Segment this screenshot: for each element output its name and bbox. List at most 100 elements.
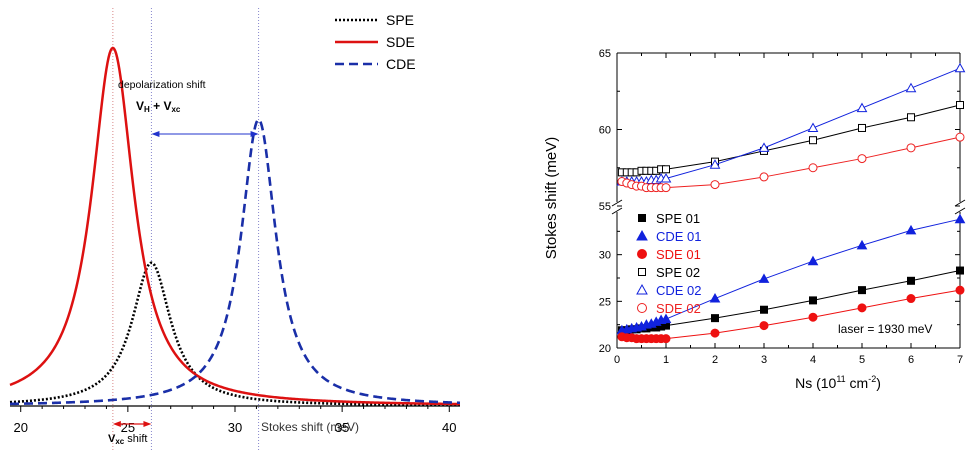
data-point-sde-01 (632, 334, 642, 344)
data-point-cde-02 (856, 102, 868, 113)
y-tick-label: 65 (599, 48, 611, 60)
data-point-sde-02 (955, 132, 965, 142)
x-tick-label: 1 (663, 354, 669, 366)
data-point-spe-02 (760, 146, 768, 155)
x-axis-label: Stokes shift (meV) (261, 420, 359, 434)
data-point-spe-01 (711, 314, 719, 323)
data-point-cde-01 (645, 318, 657, 328)
laser-note: laser = 1930 meV (838, 322, 932, 336)
axis-break-mark (954, 207, 966, 215)
data-point-sde-01 (627, 333, 637, 343)
data-point-spe-01 (858, 286, 866, 295)
legend-marker (638, 268, 646, 276)
x-tick-label: 2 (712, 354, 718, 366)
data-point-spe-02 (662, 165, 670, 174)
data-point-spe-01 (627, 325, 636, 334)
data-point-cde-02 (636, 176, 647, 186)
y-tick-label: 60 (599, 125, 611, 137)
data-point-cde-01 (650, 316, 662, 326)
data-point-sde-02 (637, 181, 646, 191)
data-point-sde-02 (906, 143, 916, 153)
legend-label: SDE (386, 34, 415, 50)
data-point-cde-02 (645, 174, 657, 184)
data-point-sde-01 (857, 303, 867, 313)
data-point-sde-02 (622, 178, 632, 188)
data-point-cde-02 (621, 176, 633, 186)
data-point-spe-01 (642, 324, 651, 333)
legend-marker (637, 303, 647, 313)
y-tick-label: 20 (599, 343, 611, 355)
x-tick-label: 3 (761, 354, 767, 366)
series-line-spe-02 (621, 104, 961, 173)
arrow-head-right (143, 421, 152, 427)
axis-break-mark (611, 207, 623, 215)
data-point-sde-02 (646, 183, 656, 193)
data-point-sde-02 (627, 180, 637, 190)
legend-marker (637, 249, 647, 259)
data-point-cde-02 (709, 159, 721, 169)
data-point-cde-02 (650, 174, 662, 184)
data-point-cde-01 (758, 273, 770, 283)
data-point-sde-01 (641, 334, 651, 344)
data-point-cde-02 (631, 176, 642, 186)
data-point-spe-02 (809, 136, 817, 145)
data-point-cde-02 (655, 172, 667, 183)
data-point-spe-01 (907, 276, 915, 285)
x-axis-label: Ns (1011 cm-2) (795, 374, 881, 391)
data-point-sde-02 (632, 181, 642, 191)
data-point-spe-01 (652, 323, 661, 332)
data-point-spe-01 (662, 321, 670, 330)
data-point-cde-01 (616, 324, 628, 335)
axis-break-mark (611, 199, 623, 207)
legend-label: SPE (386, 12, 414, 28)
series-line-sde-02 (621, 136, 961, 189)
y-axis-label: Stokes shift (meV) (543, 137, 560, 260)
data-point-spe-02 (617, 168, 626, 177)
data-point-spe-02 (711, 157, 719, 166)
data-point-cde-02 (616, 176, 628, 186)
annotation-formula: VH + Vxc (136, 99, 181, 114)
series-curve-sde (9, 46, 461, 406)
y-tick-label: 30 (599, 250, 611, 262)
data-point-spe-02 (632, 168, 641, 177)
legend-marker (638, 214, 646, 222)
legend-label: SDE 02 (656, 301, 701, 316)
legend-label: SPE 01 (656, 211, 700, 226)
data-point-sde-01 (759, 321, 769, 331)
legend-label: CDE 02 (656, 283, 702, 298)
data-point-sde-01 (637, 334, 646, 344)
legend-label: SPE 02 (656, 265, 700, 280)
data-point-cde-01 (631, 321, 642, 332)
data-point-spe-01 (647, 323, 656, 332)
data-point-cde-01 (655, 314, 667, 324)
data-point-spe-01 (617, 326, 626, 335)
x-tick-label: 20 (13, 420, 27, 435)
data-point-cde-01 (641, 319, 652, 329)
legend-label: CDE (386, 56, 416, 72)
arrow-head-left (112, 421, 121, 427)
data-point-sde-02 (759, 172, 769, 182)
data-point-sde-02 (656, 183, 666, 193)
data-point-spe-02 (627, 168, 636, 177)
series-line-cde-01 (621, 218, 961, 331)
data-point-cde-02 (807, 122, 819, 132)
data-point-cde-02 (660, 172, 672, 183)
data-point-cde-01 (905, 224, 917, 235)
data-point-sde-02 (710, 180, 720, 190)
legend-label: CDE 01 (656, 229, 702, 244)
data-point-spe-02 (907, 113, 915, 122)
y-tick-label: 55 (599, 201, 611, 213)
arrow-head-left (151, 131, 160, 137)
x-tick-label: 5 (859, 354, 865, 366)
data-point-cde-01 (856, 239, 868, 250)
data-point-spe-02 (652, 166, 661, 175)
data-point-spe-02 (657, 165, 666, 174)
data-point-spe-01 (956, 266, 964, 275)
x-tick-label: 30 (228, 420, 242, 435)
annotation-depolarization: depolarization shift (118, 79, 206, 91)
data-point-sde-01 (656, 334, 666, 344)
data-point-sde-02 (651, 183, 661, 193)
data-point-spe-01 (657, 322, 666, 331)
data-point-cde-02 (758, 142, 770, 152)
data-point-cde-01 (621, 323, 633, 334)
